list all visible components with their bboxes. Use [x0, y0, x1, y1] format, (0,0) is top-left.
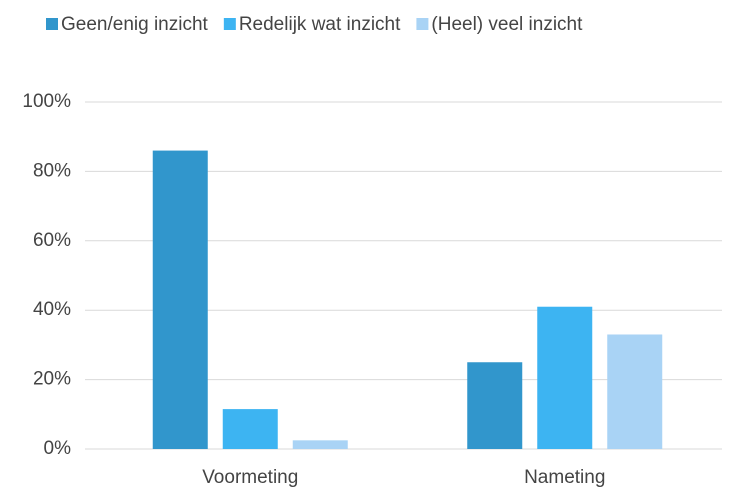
y-tick-label: 100%	[22, 91, 71, 112]
legend-label: Redelijk wat inzicht	[239, 14, 401, 35]
bar	[292, 440, 348, 449]
y-tick-label: 40%	[33, 299, 71, 320]
bar	[467, 362, 523, 449]
legend-label: (Heel) veel inzicht	[431, 14, 583, 35]
y-tick-label: 20%	[33, 369, 71, 390]
bar	[607, 334, 663, 449]
y-tick-label: 80%	[33, 160, 71, 181]
y-tick-label: 0%	[44, 438, 72, 459]
legend-label: Geen/enig inzicht	[61, 14, 209, 35]
bar	[152, 150, 208, 449]
x-tick-label: Nameting	[524, 467, 605, 488]
legend-swatch	[46, 18, 58, 30]
bar	[222, 409, 278, 449]
x-tick-label: Voormeting	[202, 467, 298, 488]
y-tick-label: 60%	[33, 230, 71, 251]
legend-swatch	[223, 18, 236, 30]
bar	[537, 306, 593, 449]
legend-swatch	[416, 18, 429, 30]
